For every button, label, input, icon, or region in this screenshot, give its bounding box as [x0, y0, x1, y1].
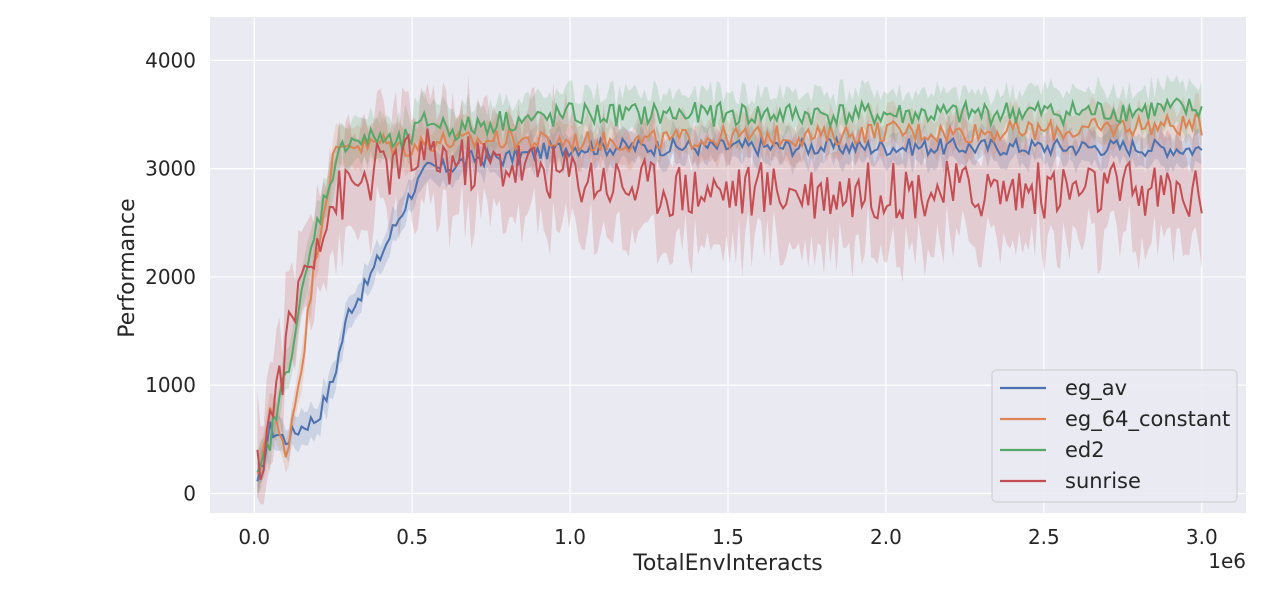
series-line-eg_64_constant — [256, 112, 1203, 475]
series-band-eg_64_constant — [257, 92, 1202, 495]
y-tick-label: 3000 — [145, 157, 196, 181]
y-tick-label: 0 — [183, 482, 196, 506]
confidence-bands — [257, 74, 1202, 505]
x-tick-label: 3.0 — [1186, 525, 1218, 549]
x-offset-label: 1e6 — [1208, 549, 1246, 573]
x-tick-label: 1.0 — [554, 525, 586, 549]
legend-label-sunrise: sunrise — [1065, 469, 1141, 493]
series-line-ed2 — [256, 97, 1203, 473]
x-tick-label: 0.0 — [238, 525, 270, 549]
series-band-eg_av — [257, 119, 1202, 500]
y-tick-label: 2000 — [145, 265, 196, 289]
series-lines — [256, 97, 1203, 482]
legend-label-eg_64_constant: eg_64_constant — [1065, 407, 1230, 432]
y-tick-labels: 0 1000 2000 3000 4000 — [145, 48, 196, 505]
series-band-ed2 — [257, 74, 1202, 494]
x-tick-label: 0.5 — [396, 525, 428, 549]
y-tick-label: 4000 — [145, 48, 196, 72]
legend-label-ed2: ed2 — [1065, 438, 1105, 462]
y-axis-label: Performance — [115, 198, 140, 337]
y-tick-label: 1000 — [145, 373, 196, 397]
legend: eg_av eg_64_constant ed2 sunrise — [991, 369, 1238, 503]
x-tick-label: 1.5 — [712, 525, 744, 549]
series-line-sunrise — [256, 128, 1203, 481]
x-tick-labels: 0.0 0.5 1.0 1.5 2.0 2.5 3.0 — [238, 525, 1217, 549]
x-tick-label: 2.5 — [1028, 525, 1060, 549]
grid — [210, 17, 1246, 513]
x-axis-label: TotalEnvInteracts — [632, 551, 823, 576]
legend-box — [991, 369, 1238, 503]
x-tick-label: 2.0 — [870, 525, 902, 549]
legend-label-eg_av: eg_av — [1065, 376, 1127, 401]
series-band-sunrise — [257, 75, 1202, 505]
